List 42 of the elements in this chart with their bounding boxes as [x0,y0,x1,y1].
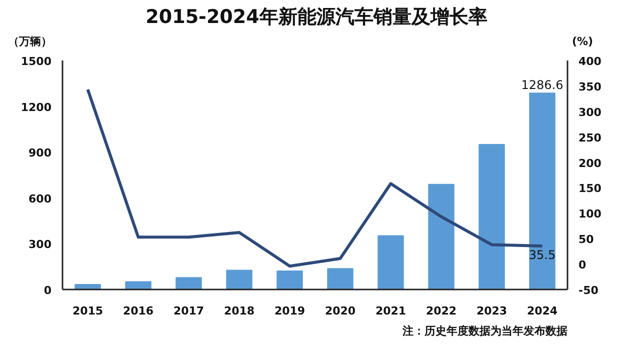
x-tick-label: 2023 [476,304,508,318]
y2-tick-label: -50 [578,284,599,297]
x-tick-label: 2020 [324,304,356,318]
y-tick-label: 900 [28,146,52,160]
bar [176,277,202,290]
y-tick-label: 1200 [20,100,52,114]
x-tick-label: 2024 [526,304,558,318]
y-tick-label: 600 [28,192,52,206]
y2-tick-label: 350 [578,80,602,94]
y2-tick-label: 300 [578,106,602,119]
y2-tick-label: 250 [578,131,602,144]
y-tick-label: 300 [28,238,52,252]
bar [529,92,556,290]
x-tick-label: 2022 [426,304,457,318]
y2-tick-label: 150 [578,182,602,196]
y2-tick-label: 100 [578,208,602,221]
x-tick-label: 2017 [173,304,204,318]
bar [478,144,505,290]
data-label: 1286.6 [521,78,564,92]
data-label: 35.5 [528,248,556,262]
x-tick-label: 2018 [224,304,255,318]
y2-tick-label: 0 [578,258,586,272]
x-tick-label: 2021 [375,304,406,318]
x-tick-label: 2015 [72,304,104,318]
bar [226,270,252,290]
y-axis-title: （万辆） [8,34,52,50]
y-tick-label: 0 [44,284,52,297]
bar [125,281,152,290]
y2-tick-label: 200 [578,156,602,170]
y-tick-label: 1500 [20,55,52,68]
bar [276,270,303,290]
bar [378,235,404,290]
y2-tick-label: 50 [578,233,594,246]
y2-tick-label: 400 [578,55,602,68]
x-tick-label: 2016 [122,304,154,318]
bar [74,284,101,290]
x-tick-label: 2019 [274,304,306,318]
text: 注：历史年度数据为当年发布数据 [402,324,568,338]
bar [327,268,354,290]
bar [428,184,454,290]
chart-title: 2015-2024年新能源汽车销量及增长率 [146,5,488,30]
y2-axis-title: (%) [572,34,594,50]
